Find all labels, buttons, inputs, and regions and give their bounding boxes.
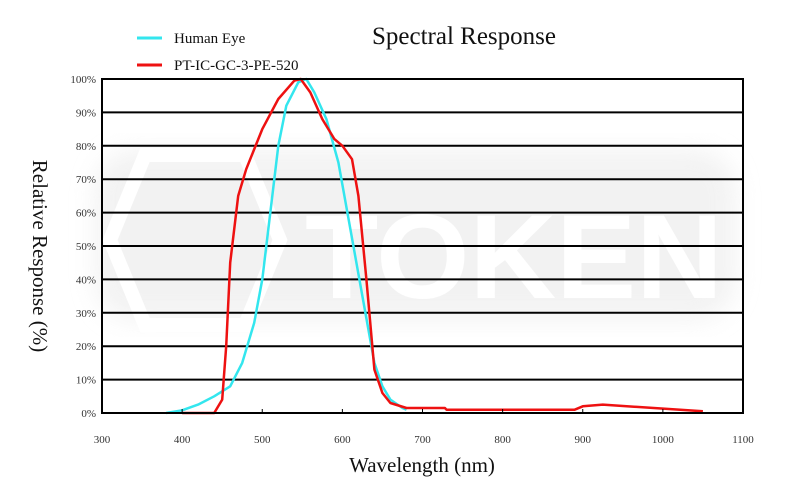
y-tick-label: 50% bbox=[76, 241, 96, 253]
legend-label-pt-ic-gc: PT-IC-GC-3-PE-520 bbox=[174, 58, 298, 74]
series-line-human-eye bbox=[165, 77, 407, 415]
y-tick-label: 90% bbox=[76, 107, 96, 119]
y-tick-label: 100% bbox=[70, 74, 96, 86]
y-tick-label: 20% bbox=[76, 341, 96, 353]
x-tick-label: 800 bbox=[494, 434, 511, 446]
y-tick-label: 0% bbox=[81, 408, 96, 420]
x-tick-label: 400 bbox=[174, 434, 191, 446]
x-tick-label: 300 bbox=[94, 434, 111, 446]
x-tick-label: 500 bbox=[254, 434, 271, 446]
legend-label-human-eye: Human Eye bbox=[174, 31, 246, 47]
x-tick-label: 1100 bbox=[732, 434, 754, 446]
y-tick-label: 60% bbox=[76, 208, 96, 220]
y-tick-label: 70% bbox=[76, 174, 96, 186]
chart-title: Spectral Response bbox=[372, 23, 556, 50]
y-tick-label: 40% bbox=[76, 274, 96, 286]
x-tick-label: 1000 bbox=[652, 434, 675, 446]
series-line-pt-ic-gc-3-pe-520 bbox=[182, 77, 703, 415]
x-axis-label: Wavelength (nm) bbox=[349, 453, 495, 477]
x-tick-label: 600 bbox=[334, 434, 351, 446]
token-watermark: TOKEN bbox=[95, 148, 735, 332]
y-tick-label: 80% bbox=[76, 141, 96, 153]
y-tick-label: 30% bbox=[76, 308, 96, 320]
legend: Human Eye PT-IC-GC-3-PE-520 bbox=[137, 31, 298, 74]
y-axis-label: Relative Response (%) bbox=[28, 160, 52, 352]
y-tick-label: 10% bbox=[76, 375, 96, 387]
x-tick-label: 700 bbox=[414, 434, 431, 446]
x-tick-label: 900 bbox=[575, 434, 592, 446]
